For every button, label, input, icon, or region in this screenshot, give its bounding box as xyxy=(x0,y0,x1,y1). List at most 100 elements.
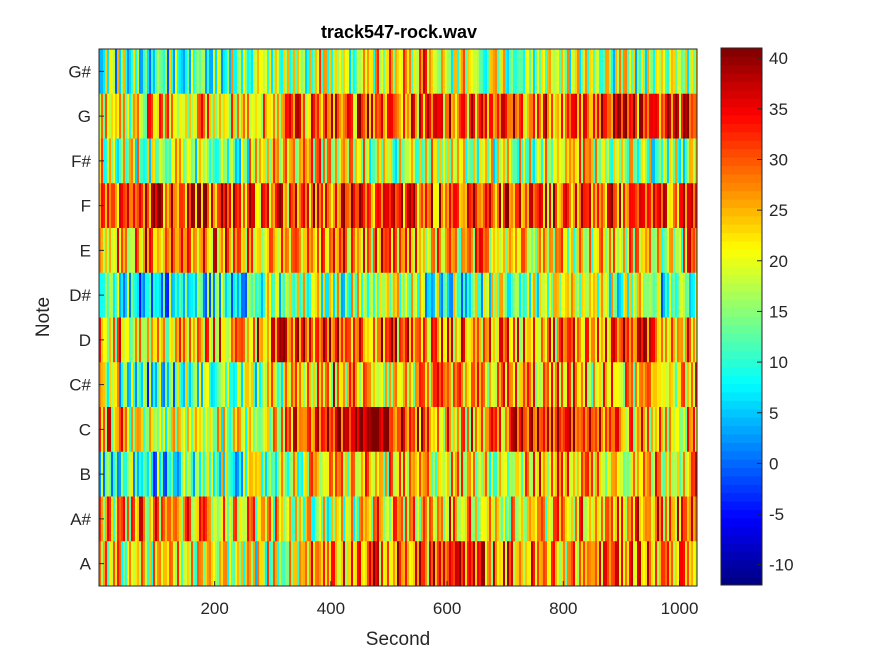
heatmap-cell xyxy=(261,317,264,363)
heatmap-cell xyxy=(469,49,472,95)
heatmap-cell xyxy=(419,317,422,363)
heatmap-cell xyxy=(465,362,468,408)
heatmap-cell xyxy=(503,93,506,139)
heatmap-cell xyxy=(271,228,274,274)
heatmap-cell xyxy=(403,362,406,408)
heatmap-cell xyxy=(259,138,262,184)
heatmap-cell xyxy=(593,317,596,363)
heatmap-cell xyxy=(639,317,642,363)
heatmap-cell xyxy=(611,451,614,497)
heatmap-cell xyxy=(295,49,298,95)
heatmap-cell xyxy=(541,93,544,139)
heatmap-cell xyxy=(357,93,360,139)
heatmap-cell xyxy=(653,407,656,453)
heatmap-cell xyxy=(621,407,624,453)
heatmap-cell xyxy=(523,93,526,139)
heatmap-cell xyxy=(643,317,646,363)
heatmap-cell xyxy=(353,407,356,453)
heatmap-cell xyxy=(605,49,608,95)
heatmap-cell xyxy=(525,362,528,408)
heatmap-cell xyxy=(181,49,184,95)
y-tick-label: F# xyxy=(71,152,91,171)
heatmap-cell xyxy=(527,407,530,453)
heatmap-cell xyxy=(139,451,142,497)
heatmap-cell xyxy=(625,93,628,139)
heatmap-cell xyxy=(347,407,350,453)
heatmap-cell xyxy=(457,49,460,95)
heatmap-cell xyxy=(313,541,316,587)
heatmap-cell xyxy=(341,317,344,363)
heatmap-cell xyxy=(505,228,508,274)
heatmap-cell xyxy=(297,138,300,184)
heatmap-cell xyxy=(271,317,274,363)
heatmap-cell xyxy=(545,451,548,497)
heatmap-cell xyxy=(463,272,466,318)
heatmap-cell xyxy=(425,228,428,274)
heatmap-cell xyxy=(333,451,336,497)
heatmap-cell xyxy=(387,228,390,274)
heatmap-cell xyxy=(379,138,382,184)
heatmap-cell xyxy=(655,541,658,587)
heatmap-cell xyxy=(539,138,542,184)
heatmap-cell xyxy=(285,362,288,408)
heatmap-cell xyxy=(203,407,206,453)
y-tick-label: G# xyxy=(68,62,91,81)
heatmap-cell xyxy=(351,496,354,542)
heatmap-cell xyxy=(347,496,350,542)
heatmap-cell xyxy=(267,93,270,139)
heatmap-cell xyxy=(219,317,222,363)
heatmap-cell xyxy=(321,93,324,139)
heatmap-cell xyxy=(277,138,280,184)
heatmap-cell xyxy=(691,49,694,95)
heatmap-cell xyxy=(145,49,148,95)
heatmap-cell xyxy=(401,138,404,184)
heatmap-cell xyxy=(411,183,414,229)
colorbar-step xyxy=(721,350,762,359)
heatmap-cell xyxy=(415,272,418,318)
heatmap-cell xyxy=(667,93,670,139)
heatmap-cell xyxy=(119,49,122,95)
heatmap-cell xyxy=(539,317,542,363)
heatmap-cell xyxy=(493,451,496,497)
heatmap-cell xyxy=(663,228,666,274)
heatmap-cell xyxy=(391,272,394,318)
heatmap-cell xyxy=(567,49,570,95)
heatmap-cell xyxy=(211,407,214,453)
heatmap-cell xyxy=(185,362,188,408)
heatmap-cell xyxy=(427,93,430,139)
heatmap-cell xyxy=(121,228,124,274)
heatmap-cell xyxy=(167,228,170,274)
heatmap-cell xyxy=(255,93,258,139)
heatmap-cell xyxy=(653,496,656,542)
heatmap-cell xyxy=(323,228,326,274)
heatmap-cell xyxy=(501,541,504,587)
heatmap-cell xyxy=(591,407,594,453)
heatmap-cell xyxy=(451,93,454,139)
heatmap-cell xyxy=(665,362,668,408)
heatmap-cell xyxy=(591,228,594,274)
colorbar-step xyxy=(721,64,762,74)
heatmap-cell xyxy=(365,541,368,587)
heatmap-cell xyxy=(311,317,314,363)
heatmap-cell xyxy=(621,138,624,184)
heatmap-cell xyxy=(217,407,220,453)
heatmap-cell xyxy=(437,541,440,587)
heatmap-cell xyxy=(247,183,250,229)
heatmap-cell xyxy=(153,138,156,184)
heatmap-cell xyxy=(291,541,294,587)
heatmap-cell xyxy=(221,138,224,184)
heatmap-cell xyxy=(575,228,578,274)
heatmap-cell xyxy=(287,362,290,408)
heatmap-cell xyxy=(125,183,128,229)
heatmap-cell xyxy=(483,541,486,587)
heatmap-cell xyxy=(131,138,134,184)
heatmap-cell xyxy=(401,93,404,139)
heatmap-cell xyxy=(415,228,418,274)
heatmap-cell xyxy=(405,362,408,408)
heatmap-cell xyxy=(347,49,350,95)
heatmap-cell xyxy=(143,317,146,363)
heatmap-cell xyxy=(597,138,600,184)
heatmap-cell xyxy=(449,317,452,363)
heatmap-cell xyxy=(653,93,656,139)
heatmap-cell xyxy=(247,317,250,363)
